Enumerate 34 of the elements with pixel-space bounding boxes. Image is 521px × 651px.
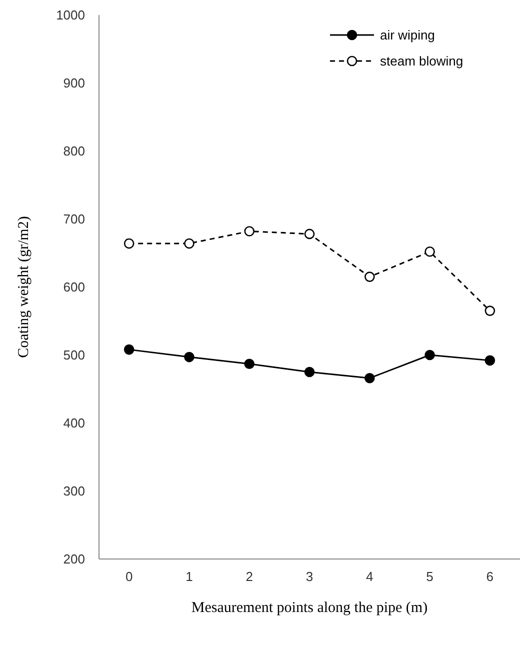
- x-axis-title: Mesaurement points along the pipe (m): [191, 600, 428, 616]
- y-tick-label: 600: [63, 280, 85, 295]
- legend-label: steam blowing: [380, 54, 464, 69]
- point: [484, 355, 496, 366]
- y-tick-label: 400: [63, 416, 85, 431]
- point: [184, 238, 194, 249]
- x-tick-label: 0: [125, 569, 133, 584]
- point: [304, 228, 315, 240]
- y-tick-label: 500: [63, 348, 85, 363]
- x-tick-label: 5: [426, 569, 434, 584]
- y-tick-label: 800: [63, 144, 85, 159]
- y-axis-title: Coating weight (gr/m2): [16, 216, 32, 358]
- y-tick-label: 700: [63, 212, 85, 227]
- y-tick-label: 300: [63, 484, 85, 499]
- point: [364, 372, 375, 384]
- point: [244, 358, 255, 369]
- x-tick-label: 6: [486, 569, 494, 584]
- point: [124, 238, 134, 249]
- point: [304, 366, 315, 378]
- legend-label: air wiping: [380, 28, 435, 43]
- y-tick-label: 200: [63, 552, 85, 567]
- x-tick-label: 2: [246, 569, 253, 584]
- point: [124, 344, 134, 355]
- point: [484, 306, 496, 316]
- y-tick-label: 1000: [56, 8, 85, 23]
- point: [424, 350, 435, 360]
- y-tick-label: 900: [63, 76, 85, 91]
- x-tick-label: 3: [306, 569, 314, 584]
- x-tick-label: 1: [186, 569, 193, 584]
- point: [364, 272, 375, 282]
- point: [184, 352, 194, 362]
- point: [424, 246, 435, 257]
- point: [244, 226, 255, 236]
- x-tick-label: 4: [366, 569, 374, 584]
